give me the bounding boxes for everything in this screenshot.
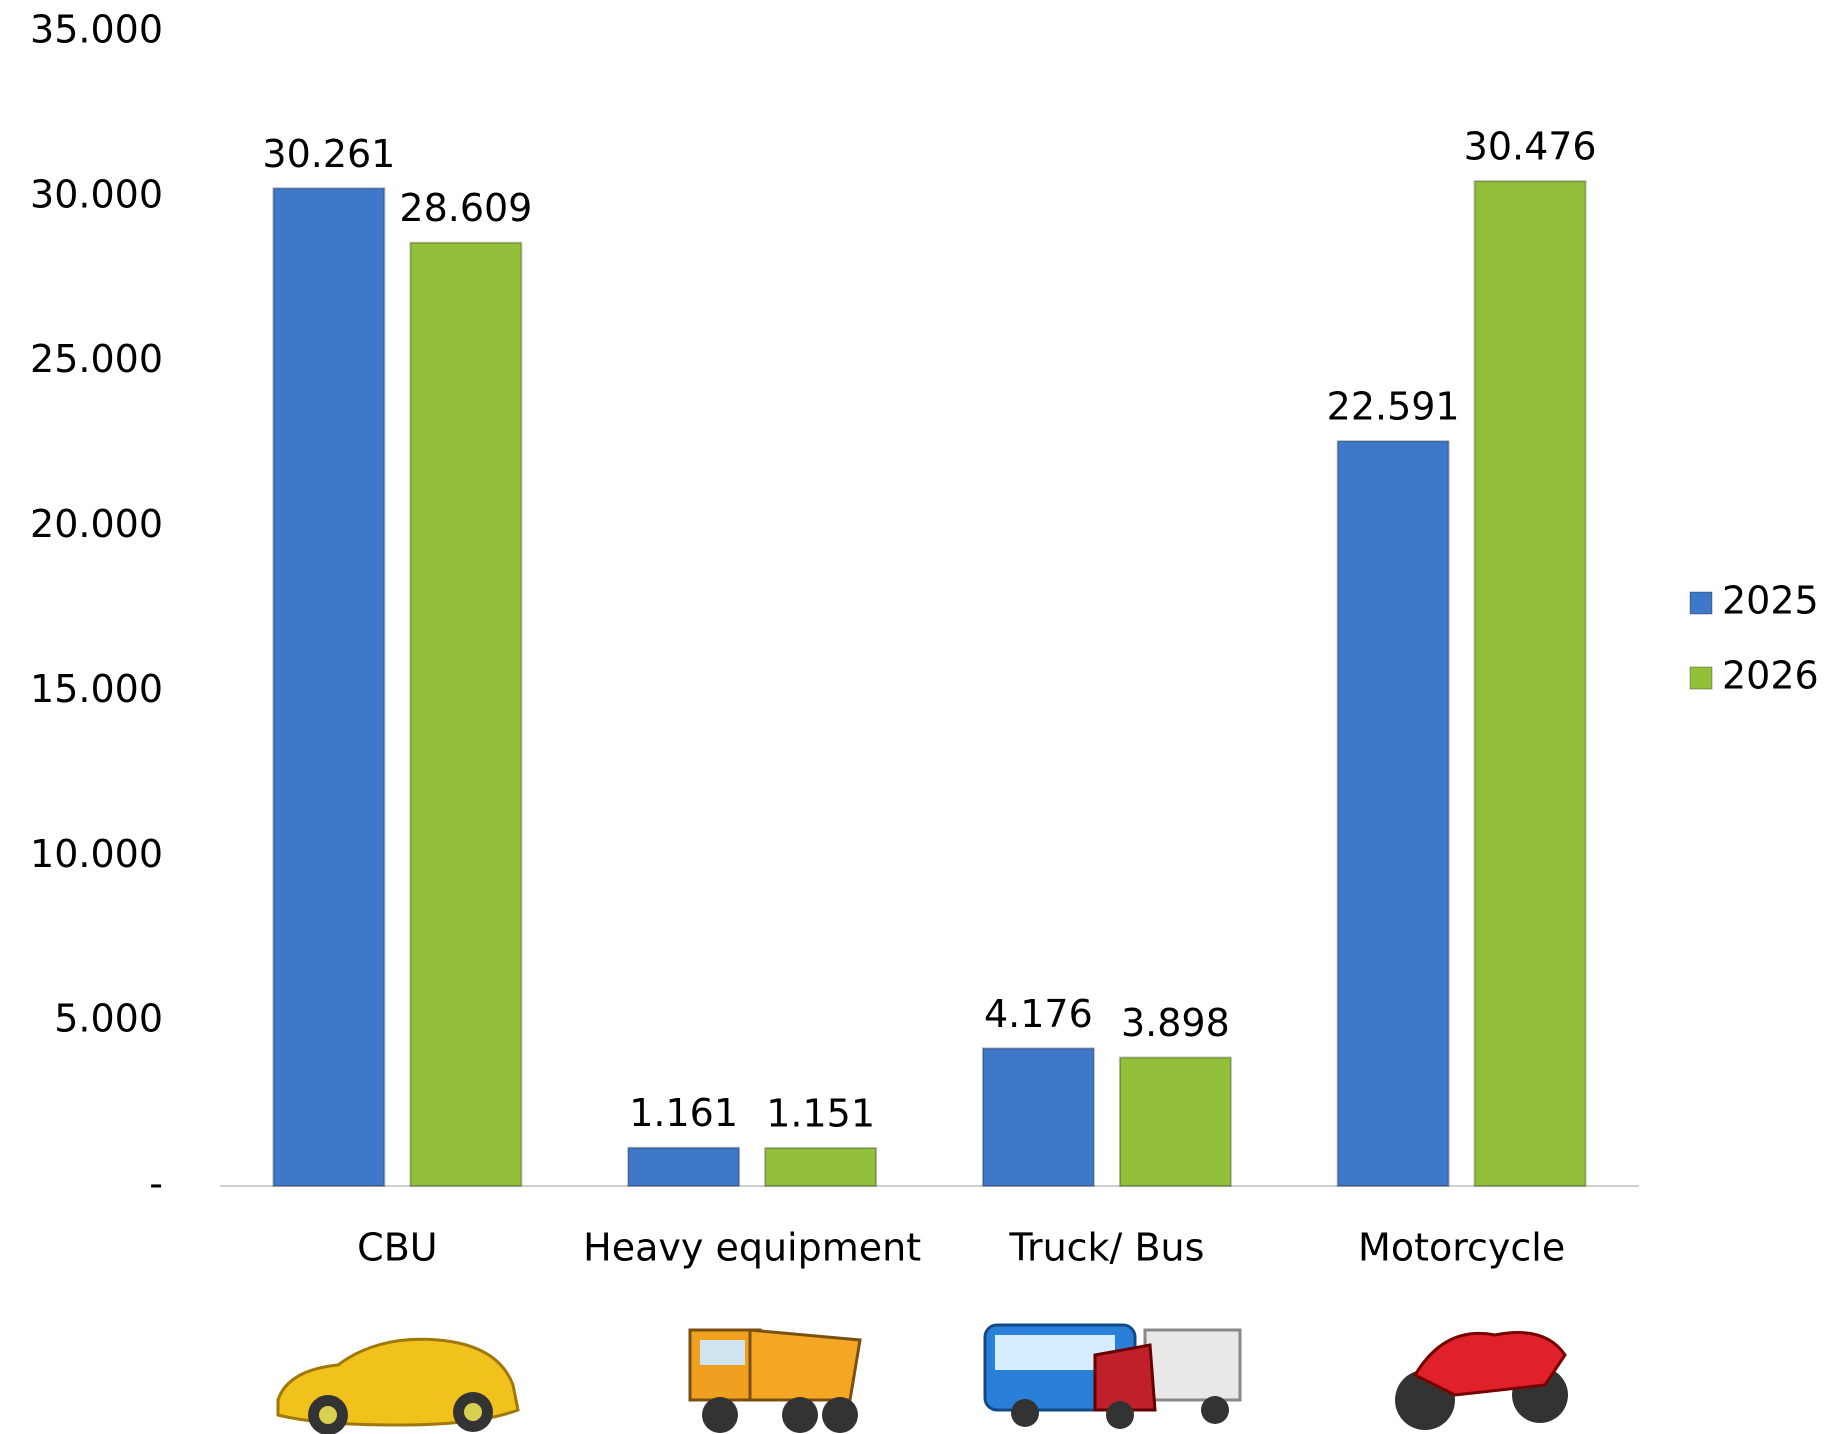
y-tick-label: - [149, 1162, 163, 1206]
bar [409, 241, 523, 1187]
value-label: 1.161 [629, 1091, 738, 1135]
y-tick-label: 25.000 [30, 337, 163, 381]
motorcycle-icon [1395, 1331, 1568, 1430]
value-label: 30.476 [1464, 125, 1597, 169]
y-tick-label: 5.000 [54, 997, 163, 1041]
bar [627, 1146, 741, 1188]
x-tick-label: Heavy equipment [583, 1226, 921, 1270]
x-tick-label: Truck/ Bus [1008, 1226, 1204, 1270]
y-tick-label: 10.000 [30, 832, 163, 876]
bar [981, 1047, 1095, 1187]
dump-truck-icon [688, 1328, 862, 1433]
car-icon [276, 1337, 520, 1434]
bar [764, 1147, 878, 1188]
legend-swatch [1689, 591, 1713, 615]
legend-label: 2026 [1722, 654, 1819, 698]
value-label: 22.591 [1327, 385, 1460, 429]
bar [1118, 1056, 1232, 1188]
y-tick-label: 15.000 [30, 667, 163, 711]
value-label: 30.261 [262, 132, 395, 176]
x-tick-label: CBU [357, 1226, 437, 1270]
legend-swatch [1689, 666, 1713, 690]
x-tick-label: Motorcycle [1358, 1226, 1565, 1270]
y-tick-label: 35.000 [30, 8, 163, 52]
legend-label: 2025 [1722, 579, 1819, 623]
value-label: 4.176 [984, 992, 1093, 1036]
bus-truck-icon [983, 1323, 1242, 1429]
value-label: 1.151 [766, 1092, 875, 1136]
value-label: 3.898 [1121, 1001, 1230, 1045]
value-label: 28.609 [399, 186, 532, 230]
y-tick-label: 30.000 [30, 172, 163, 216]
y-tick-label: 20.000 [30, 502, 163, 546]
bar [1473, 180, 1587, 1188]
bar [1336, 440, 1450, 1187]
bar [272, 187, 386, 1188]
